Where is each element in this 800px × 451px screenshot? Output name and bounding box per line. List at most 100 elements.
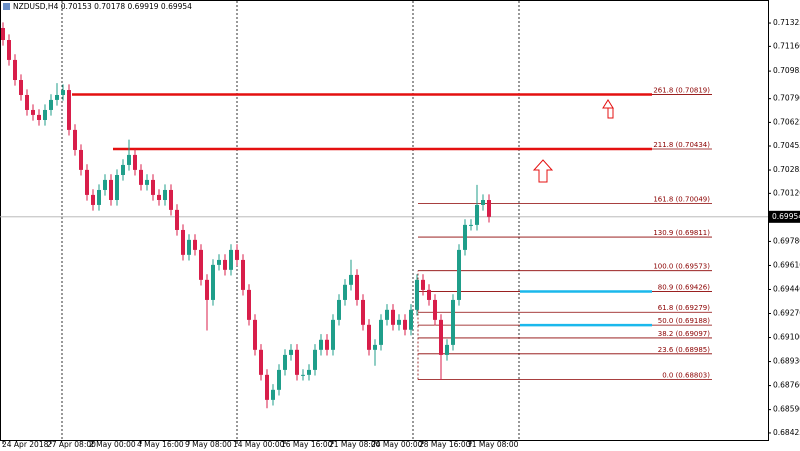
candle-body bbox=[457, 249, 461, 300]
y-tick-label: 0.70285 bbox=[773, 165, 800, 174]
candle-body bbox=[247, 289, 251, 320]
candle-body bbox=[487, 200, 491, 217]
candle-body bbox=[37, 114, 41, 121]
candle-body bbox=[271, 389, 275, 400]
candle-body bbox=[325, 339, 329, 350]
candle-body bbox=[91, 194, 95, 205]
candle-body bbox=[367, 324, 371, 350]
candle-body bbox=[259, 349, 263, 375]
candle-body bbox=[43, 109, 47, 121]
candle-body bbox=[115, 174, 119, 201]
candle-body bbox=[31, 109, 35, 115]
candle-body bbox=[355, 274, 359, 300]
candle-body bbox=[313, 349, 317, 370]
candle-body bbox=[481, 200, 485, 205]
candle-body bbox=[289, 349, 293, 355]
candle-body bbox=[229, 249, 233, 270]
candle-body bbox=[349, 274, 353, 285]
x-tick-label: 4 May 16:00 bbox=[137, 440, 184, 449]
candle-body bbox=[85, 169, 89, 195]
candle-body bbox=[379, 319, 383, 345]
candle-body bbox=[169, 189, 173, 210]
candle-body bbox=[445, 344, 449, 355]
plot-frame bbox=[0, 0, 769, 441]
y-tick-label: 0.68425 bbox=[773, 428, 800, 437]
candle-body bbox=[337, 299, 341, 320]
candle-body bbox=[319, 339, 323, 350]
chart-title: NZDUSD,H4 0.70153 0.70178 0.69919 0.6995… bbox=[13, 2, 192, 11]
y-tick-label: 0.70455 bbox=[773, 141, 800, 150]
fib-label: 38.2 (0.69097) bbox=[658, 330, 710, 338]
x-tick-label: 2 May 00:00 bbox=[89, 440, 136, 449]
candle-body bbox=[235, 249, 239, 260]
x-tick-label: 27 Apr 08:00 bbox=[47, 440, 96, 449]
candle-body bbox=[181, 229, 185, 255]
fib-label: 261.8 (0.70819) bbox=[653, 87, 710, 95]
fib-label: 80.9 (0.69426) bbox=[658, 283, 710, 291]
fib-label: 61.8 (0.69279) bbox=[658, 304, 710, 312]
x-tick-label: 24 Apr 2018 bbox=[2, 440, 49, 449]
fib-label: 50.0 (0.69188) bbox=[658, 317, 710, 325]
candle-body bbox=[97, 189, 101, 205]
candle-body bbox=[421, 279, 425, 290]
y-tick-label: 0.70622 bbox=[773, 117, 800, 126]
candle-body bbox=[199, 249, 203, 280]
x-tick-label: 16 May 16:00 bbox=[281, 440, 333, 449]
candle-body bbox=[175, 209, 179, 230]
candle-body bbox=[223, 259, 227, 270]
candle-body bbox=[331, 319, 335, 350]
candle-body bbox=[121, 164, 125, 175]
candle-body bbox=[451, 299, 455, 345]
candle-body bbox=[103, 179, 107, 190]
candle-body bbox=[295, 349, 299, 375]
candle-body bbox=[301, 374, 305, 376]
x-tick-label: 21 May 08:00 bbox=[329, 440, 381, 449]
candle-body bbox=[55, 94, 59, 100]
candle-body bbox=[19, 80, 23, 95]
candle-body bbox=[427, 289, 431, 300]
candle-body bbox=[157, 194, 161, 201]
candle-body bbox=[163, 189, 167, 201]
y-tick-label: 0.70985 bbox=[773, 66, 800, 75]
candle-body bbox=[73, 129, 77, 150]
candle-body bbox=[277, 369, 281, 390]
candle-body bbox=[307, 369, 311, 375]
fib-label: 130.9 (0.69811) bbox=[653, 229, 710, 237]
candle-body bbox=[217, 259, 221, 265]
candle-body bbox=[145, 179, 149, 185]
x-tick-label: 24 May 00:00 bbox=[371, 440, 423, 449]
candle-body bbox=[373, 344, 377, 350]
candle-body bbox=[7, 40, 11, 60]
candle-body bbox=[265, 374, 269, 400]
x-tick-label: 9 May 08:00 bbox=[185, 440, 232, 449]
candle-body bbox=[67, 90, 71, 130]
candle-body bbox=[127, 154, 131, 165]
fib-label: 161.8 (0.70049) bbox=[653, 195, 710, 203]
arrow-up bbox=[602, 99, 614, 119]
candle-body bbox=[241, 259, 245, 290]
period-separators bbox=[61, 1, 520, 440]
candle-body bbox=[133, 154, 137, 170]
candle-body bbox=[49, 99, 53, 110]
candle-body bbox=[13, 59, 17, 81]
candle-body bbox=[463, 224, 467, 250]
symbol-icon bbox=[3, 3, 10, 10]
candle-body bbox=[391, 309, 395, 325]
candle-body bbox=[385, 309, 389, 320]
x-tick-label: 31 May 08:00 bbox=[467, 440, 519, 449]
candle-body bbox=[205, 279, 209, 300]
candle-body bbox=[253, 319, 257, 350]
fib-label: 23.6 (0.68985) bbox=[658, 346, 710, 354]
candle-body bbox=[397, 319, 401, 325]
current-price-label: 0.69954 bbox=[772, 212, 800, 221]
candle-body bbox=[409, 309, 413, 330]
